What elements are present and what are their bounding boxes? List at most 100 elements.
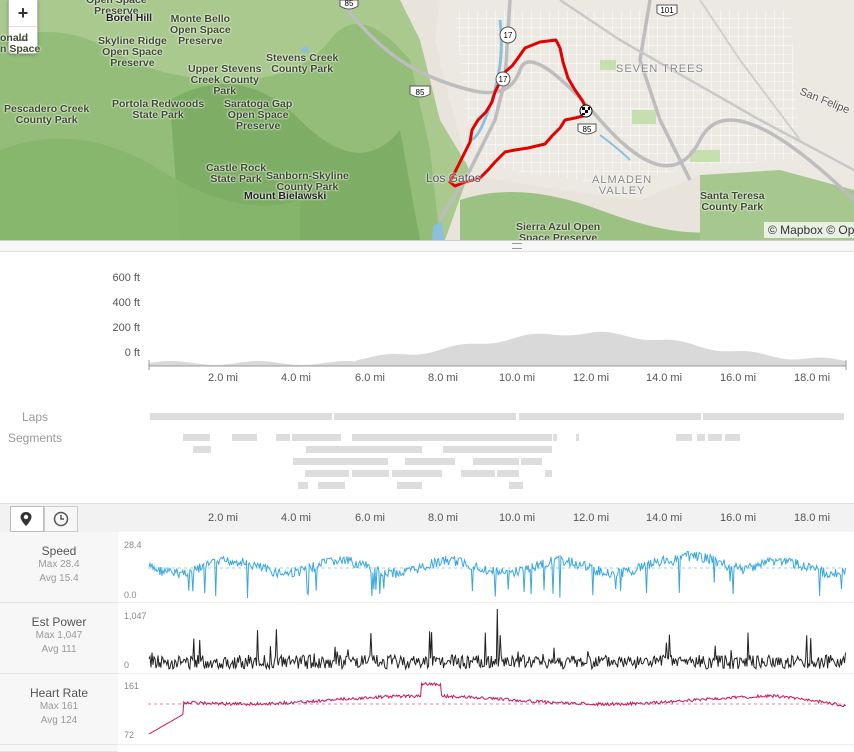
hr-avg: Avg 124 <box>40 715 78 726</box>
elev-x-tick-8: 8.0 mi <box>428 372 458 384</box>
segment-bar[interactable] <box>497 470 519 477</box>
map-label-santa-teresa: Santa Teresa County Park <box>700 190 765 213</box>
hr-top-value: 161 <box>124 681 140 691</box>
lap-bar[interactable] <box>519 413 701 420</box>
zoom-out-button[interactable]: − <box>9 26 37 53</box>
elev-x-tick-12: 12.0 mi <box>572 372 610 384</box>
segment-bar[interactable] <box>509 482 523 489</box>
speed-graph <box>148 550 846 599</box>
segment-bar[interactable] <box>473 458 519 465</box>
elev-y-tick-600: 600 ft <box>112 272 140 284</box>
segment-bar[interactable] <box>276 434 290 441</box>
segment-bar[interactable] <box>521 458 542 465</box>
elev-x-tick-14: 14.0 mi <box>645 372 683 384</box>
segment-bar[interactable] <box>305 470 349 477</box>
laps-label: Laps <box>21 410 49 424</box>
stream-x-tick-8: 8.0 mi <box>428 512 458 524</box>
segment-bar[interactable] <box>397 482 422 489</box>
segment-bar[interactable] <box>183 434 210 441</box>
map-label-pescadero: Pescadero Creek County Park <box>4 103 90 126</box>
route-map[interactable]: + − Open Space Preserve Borel Hill Monte… <box>0 0 854 240</box>
elevation-profile <box>148 331 847 370</box>
segment-bar[interactable] <box>697 434 705 441</box>
segment-bar[interactable] <box>708 434 722 441</box>
elev-x-tick-2: 2.0 mi <box>208 372 238 384</box>
power-bottom-value: 0 <box>124 660 130 670</box>
time-mode-button[interactable] <box>44 506 78 532</box>
hr-max: Max 161 <box>39 701 79 712</box>
segment-bar[interactable] <box>352 434 552 441</box>
speed-name: Speed <box>41 544 77 558</box>
segment-bar[interactable] <box>352 470 389 477</box>
power-stream[interactable] <box>118 603 854 674</box>
lap-bar[interactable] <box>334 413 516 420</box>
clock-icon <box>53 511 69 527</box>
speed-stream-label[interactable]: Speed Max 28.4 Avg 15.4 <box>0 532 118 603</box>
power-graph <box>148 608 846 671</box>
distance-mode-button[interactable] <box>10 506 44 532</box>
map-label-onald: onald n Space <box>0 32 41 55</box>
map-label-sierra-azul: Sierra Azul Open Space Preserve <box>516 221 601 241</box>
stream-x-tick-12: 12.0 mi <box>572 512 610 524</box>
segment-bar[interactable] <box>576 434 579 441</box>
segment-bar[interactable] <box>293 458 388 465</box>
hr-name: Heart Rate <box>29 686 89 700</box>
stream-x-tick-6: 6.0 mi <box>355 512 385 524</box>
lap-bar[interactable] <box>703 413 844 420</box>
map-label-seven-trees: SEVEN TREES <box>616 63 704 75</box>
elev-x-tick-4: 4.0 mi <box>281 372 311 384</box>
segment-bar[interactable] <box>443 446 552 453</box>
power-max: Max 1,047 <box>35 630 83 641</box>
zoom-control: + − <box>8 0 38 54</box>
speed-stream[interactable] <box>118 532 854 603</box>
hr-stream[interactable] <box>118 674 854 745</box>
stream-x-tick-16: 16.0 mi <box>719 512 757 524</box>
elev-y-tick-0: 0 ft <box>124 347 140 359</box>
power-stream-label[interactable]: Est Power Max 1,047 Avg 111 <box>0 603 118 674</box>
segment-bar[interactable] <box>392 470 442 477</box>
elevation-chart[interactable]: 600 ft 400 ft 200 ft 0 ft 2.0 mi 4.0 mi … <box>0 260 854 390</box>
map-label-los-gatos: Los Gatos <box>426 171 481 185</box>
power-avg: Avg 111 <box>41 644 77 655</box>
segment-bar[interactable] <box>306 446 422 453</box>
map-tiles <box>0 0 854 240</box>
segment-bar[interactable] <box>232 434 257 441</box>
speed-top-value: 28.4 <box>124 540 142 550</box>
map-label-portola: Portola Redwoods State Park <box>112 98 205 121</box>
hr-graph <box>148 681 846 735</box>
streams-toolbar: 2.0 mi 4.0 mi 6.0 mi 8.0 mi 10.0 mi 12.0… <box>0 503 854 532</box>
map-attribution[interactable]: © Mapbox © Op <box>764 222 854 238</box>
map-label-stevens-creek: Stevens Creek County Park <box>266 52 339 75</box>
map-pin-icon <box>20 512 32 526</box>
map-label-monte-bello: Monte Bello Open Space Preserve <box>170 13 231 47</box>
resize-grip[interactable] <box>512 243 522 249</box>
stream-x-tick-14: 14.0 mi <box>645 512 683 524</box>
elev-y-tick-400: 400 ft <box>112 297 140 309</box>
segment-bar[interactable] <box>676 434 692 441</box>
segment-bar[interactable] <box>193 446 211 453</box>
zoom-in-button[interactable]: + <box>17 3 29 23</box>
elev-x-tick-10: 10.0 mi <box>498 372 536 384</box>
lap-bar[interactable] <box>150 413 332 420</box>
segment-bar[interactable] <box>545 470 552 477</box>
elev-x-tick-6: 6.0 mi <box>355 372 385 384</box>
stream-x-tick-18: 18.0 mi <box>793 512 831 524</box>
map-label-castle-rock: Castle Rock State Park <box>206 162 267 185</box>
segment-bar[interactable] <box>292 434 341 441</box>
speed-max: Max 28.4 <box>38 559 80 570</box>
map-label-upper-stevens: Upper Stevens Creek County Park <box>188 63 262 97</box>
resize-divider[interactable] <box>0 240 854 252</box>
segment-bar[interactable] <box>461 470 495 477</box>
segments-label: Segments <box>7 431 63 445</box>
elev-x-tick-18: 18.0 mi <box>793 372 831 384</box>
segment-bar[interactable] <box>318 482 345 489</box>
segment-bar[interactable] <box>405 458 455 465</box>
segment-bar[interactable] <box>298 482 308 489</box>
speed-avg: Avg 15.4 <box>39 573 79 584</box>
hr-stream-label[interactable]: Heart Rate Max 161 Avg 124 <box>0 674 118 745</box>
map-label-borel-hill: Borel Hill <box>106 12 153 24</box>
segment-bar[interactable] <box>553 434 557 441</box>
map-label-skyline-ridge: Skyline Ridge Open Space Preserve <box>98 35 167 69</box>
stream-x-tick-4: 4.0 mi <box>281 512 311 524</box>
segment-bar[interactable] <box>725 434 740 441</box>
